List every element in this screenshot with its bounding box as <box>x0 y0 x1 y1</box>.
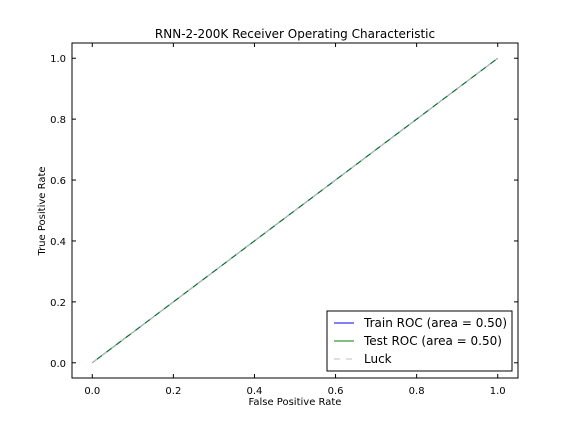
legend-label-0: Train ROC (area = 0.50) <box>363 316 507 330</box>
x-tick-label: 0.8 <box>409 386 425 397</box>
x-tick-label: 0.2 <box>165 386 181 397</box>
legend-label-1: Test ROC (area = 0.50) <box>363 334 502 348</box>
y-tick-label: 0.4 <box>50 237 66 248</box>
x-tick-label: 0.0 <box>84 386 100 397</box>
y-tick-label: 1.0 <box>50 54 66 65</box>
legend: Train ROC (area = 0.50) Test ROC (area = … <box>327 311 512 371</box>
y-tick-label: 0.8 <box>50 115 66 126</box>
x-tick-label: 0.6 <box>328 386 344 397</box>
legend-label-2: Luck <box>364 352 392 366</box>
y-tick-label: 0.2 <box>50 298 66 309</box>
y-tick-label: 0.6 <box>50 176 66 187</box>
y-tick-label: 0.0 <box>50 359 66 370</box>
x-tick-label: 1.0 <box>490 386 506 397</box>
chart-title: RNN-2-200K Receiver Operating Characteri… <box>155 27 435 41</box>
y-axis-label: True Positive Rate <box>37 166 48 256</box>
x-axis-label: False Positive Rate <box>249 397 342 408</box>
x-tick-label: 0.4 <box>247 386 263 397</box>
